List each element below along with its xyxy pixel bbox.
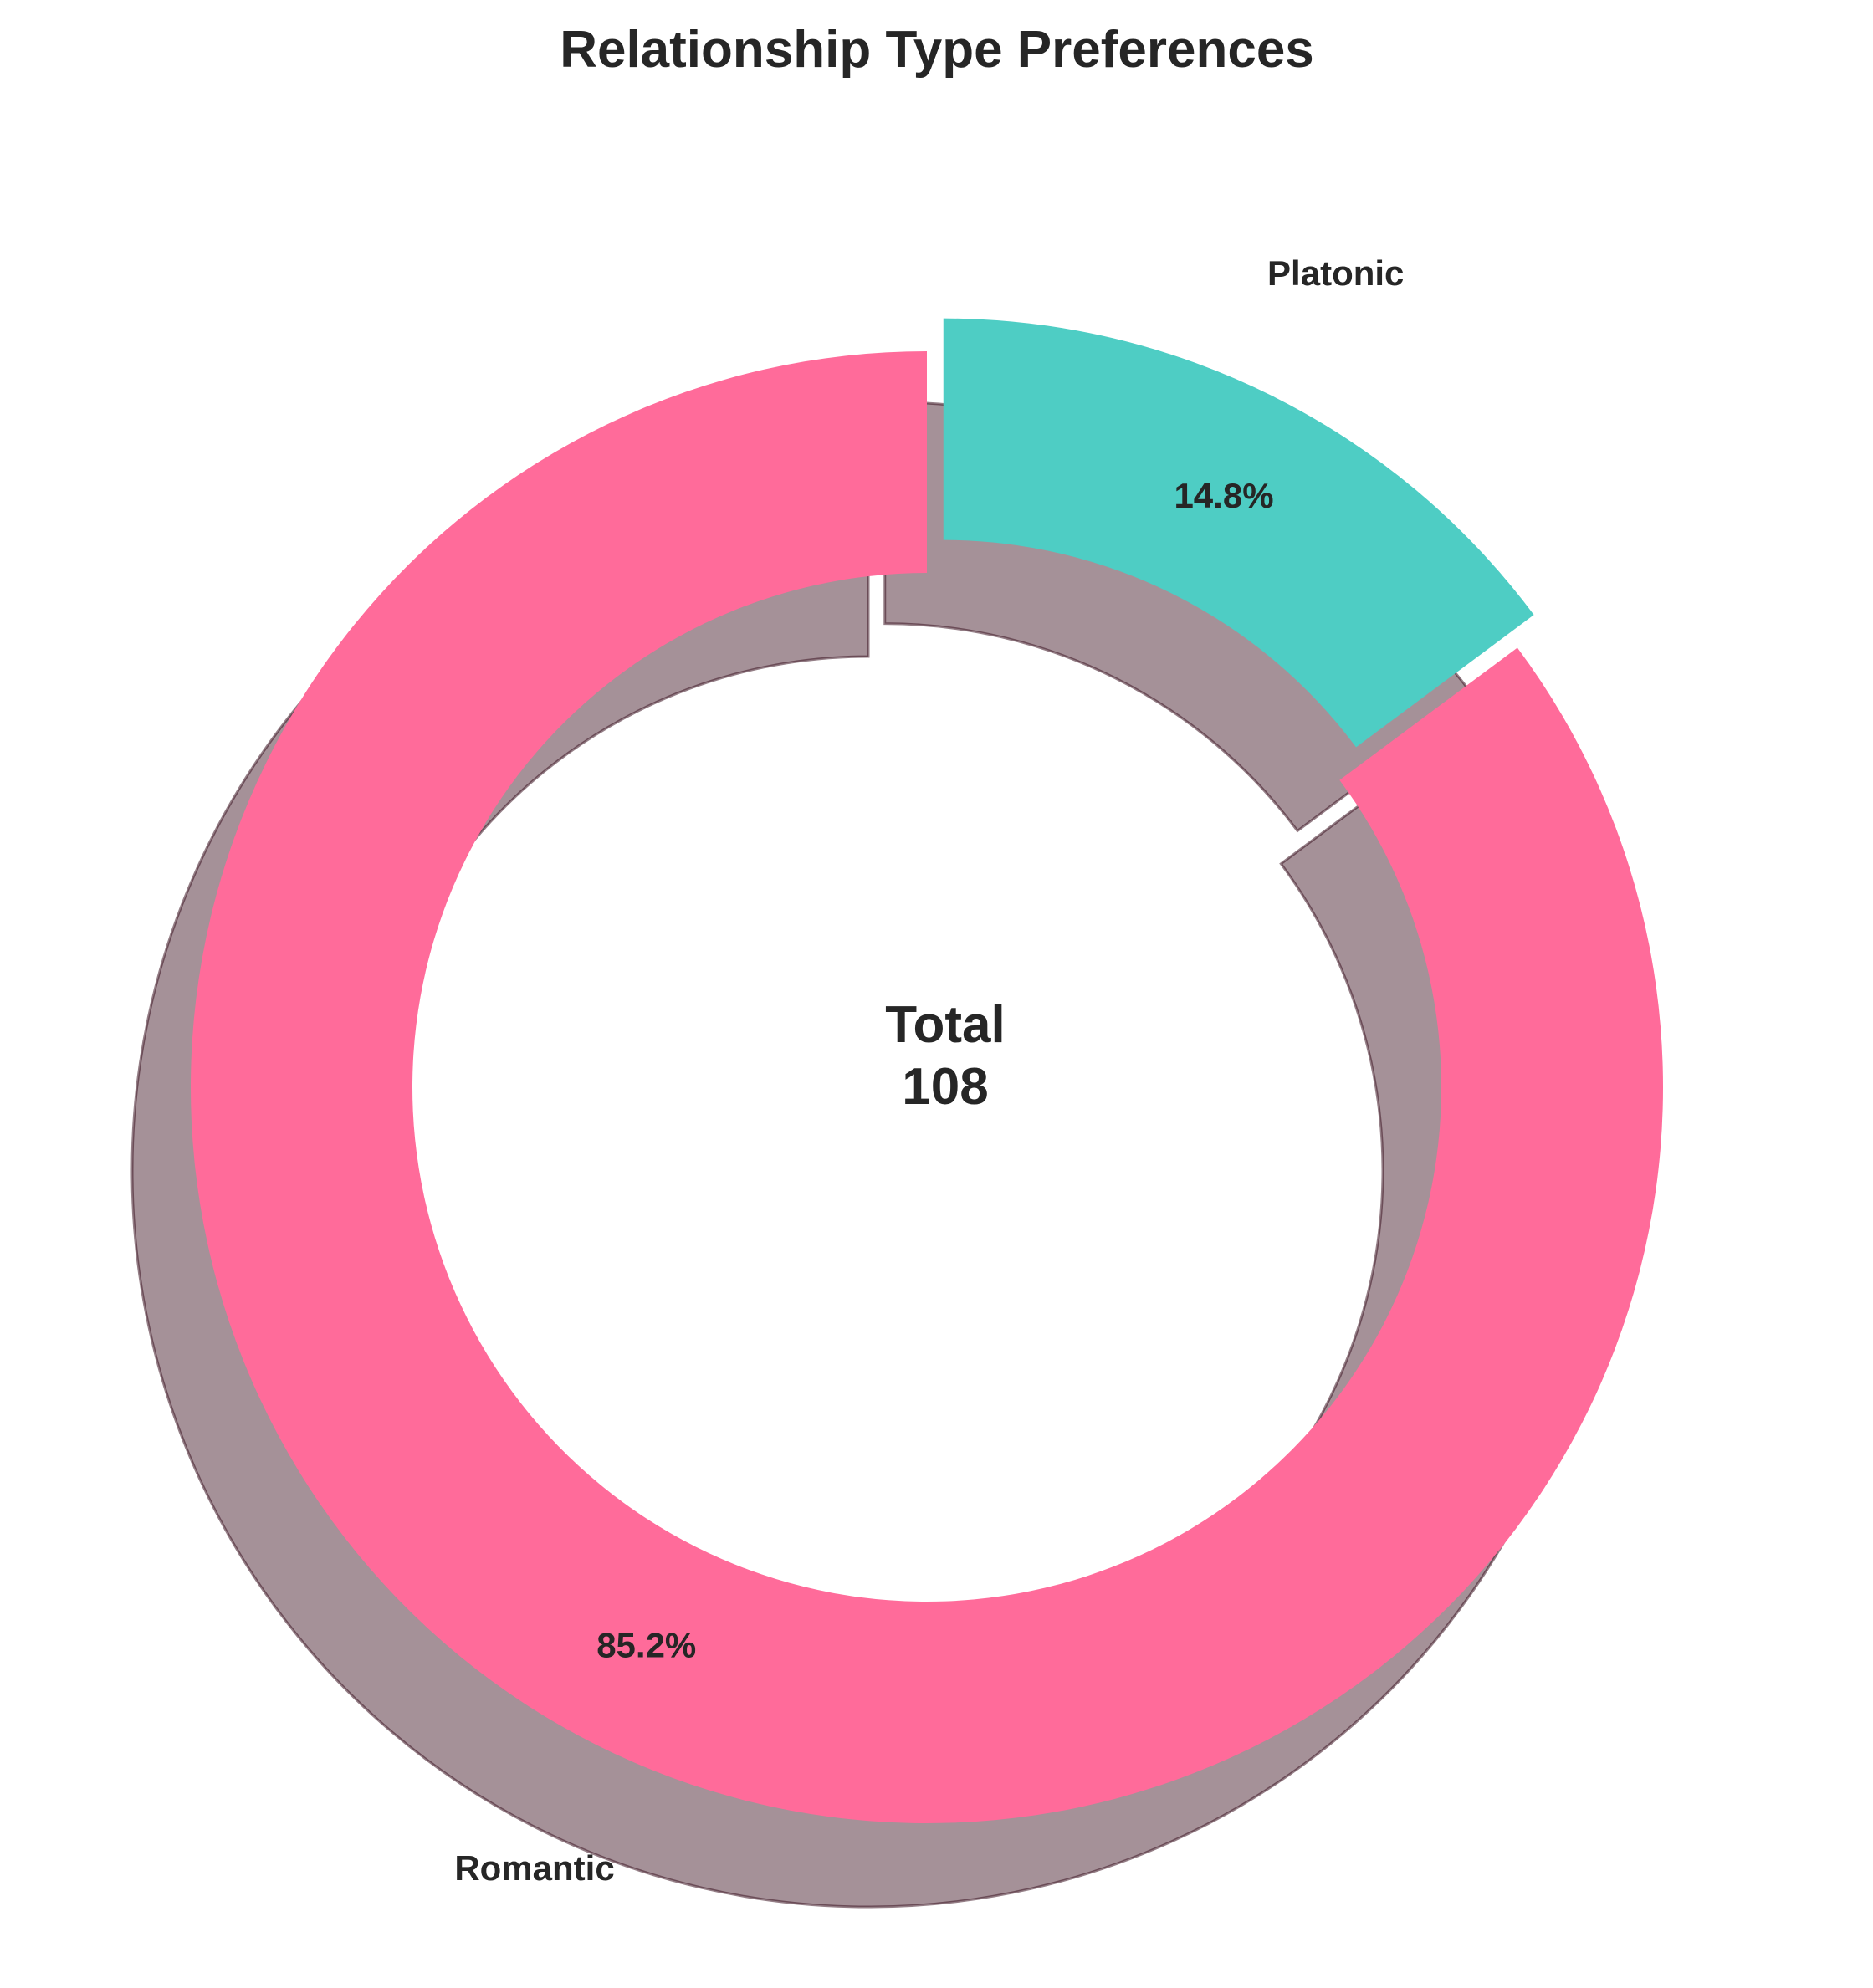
center-total-value: 108 — [902, 1058, 988, 1116]
slice-labels: Romantic 85.2% Platonic 14.8% — [454, 253, 1404, 1888]
chart-title: Relationship Type Preferences — [560, 21, 1314, 79]
percent-label-platonic: 14.8% — [1174, 476, 1273, 515]
slice-platonic — [943, 318, 1534, 748]
slices — [190, 318, 1664, 1823]
category-label-platonic: Platonic — [1267, 253, 1404, 293]
percent-label-romantic: 85.2% — [596, 1626, 696, 1665]
slice-romantic — [190, 351, 1664, 1823]
category-label-romantic: Romantic — [454, 1848, 614, 1888]
center-total-label: Total — [885, 996, 1006, 1054]
